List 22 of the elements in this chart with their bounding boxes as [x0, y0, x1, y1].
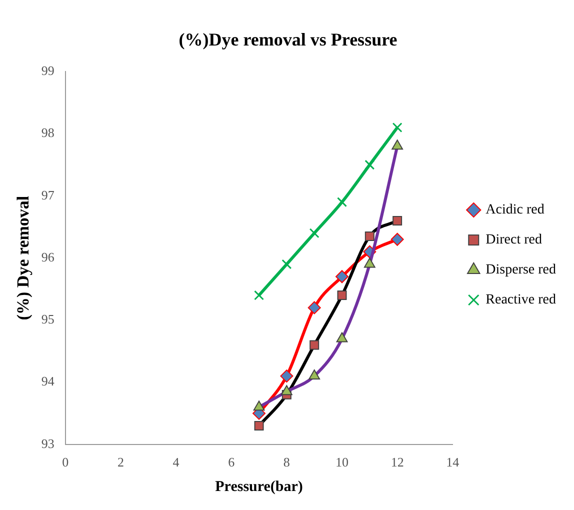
x-tick-label: 4: [172, 454, 180, 470]
y-tick-label: 97: [41, 187, 55, 202]
x-axis-title: Pressure(bar): [215, 478, 303, 495]
x-tick-label: 8: [283, 454, 290, 470]
x-tick-label: 12: [390, 454, 404, 470]
x-tick-label: 10: [336, 454, 348, 470]
legend-label: Disperse red: [486, 262, 556, 278]
y-axis-title: (%) Dye removal: [14, 196, 33, 320]
y-tick-label: 96: [41, 249, 55, 264]
chart-title: (%)Dye removal vs Pressure: [178, 29, 398, 50]
y-tick-label: 93: [41, 436, 54, 451]
y-tick-label: 95: [41, 312, 54, 327]
x-tick-label: 14: [446, 454, 460, 470]
legend-label: Acidic red: [486, 202, 544, 218]
x-tick-label: 6: [228, 454, 236, 470]
y-tick-label: 94: [41, 374, 55, 389]
y-tick-label: 98: [41, 125, 54, 140]
y-tick-label: 99: [41, 63, 54, 78]
x-tick-label: 2: [117, 454, 124, 470]
x-tick-label: 0: [62, 454, 69, 470]
legend-label: Reactive red: [486, 292, 556, 308]
legend-label: Direct red: [486, 232, 542, 248]
